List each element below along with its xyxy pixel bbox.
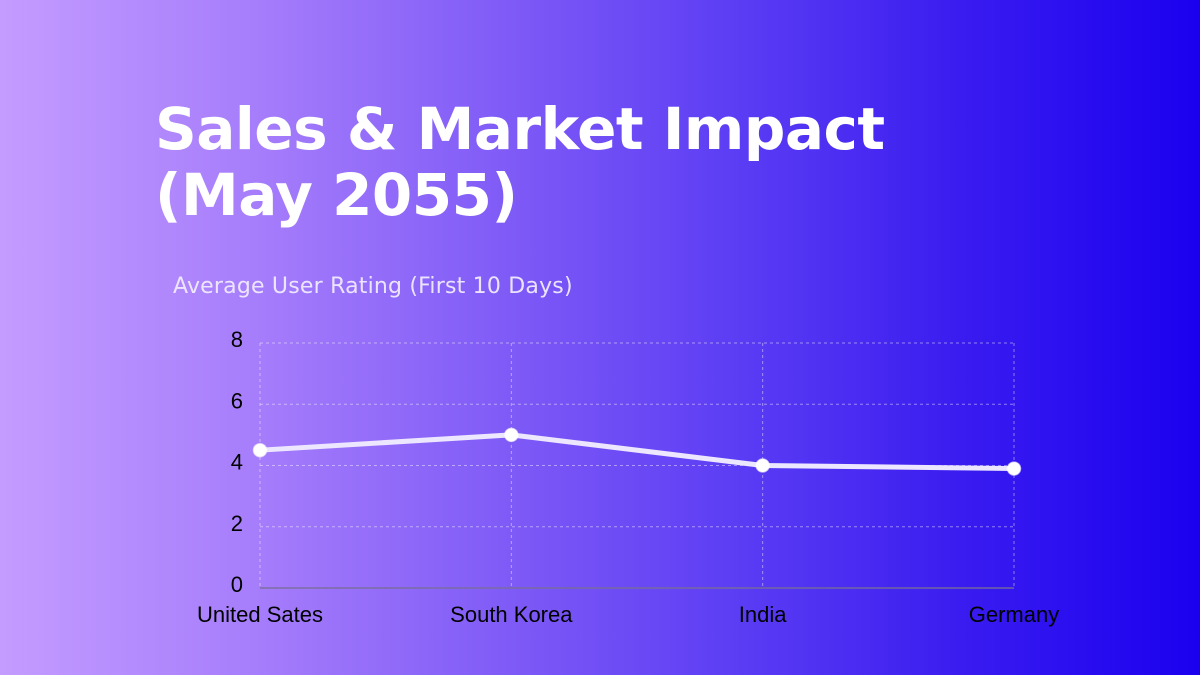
y-axis-ticks: 0 2 4 6 8 <box>231 327 243 597</box>
x-tick-label: United Sates <box>197 602 323 627</box>
series-markers <box>252 427 1022 476</box>
data-point-marker <box>1006 461 1022 476</box>
y-tick-label: 8 <box>231 327 243 352</box>
series-line <box>257 432 1017 472</box>
data-point-marker <box>504 427 519 443</box>
y-tick-label: 2 <box>231 511 243 536</box>
y-tick-label: 6 <box>231 388 243 413</box>
x-tick-label: South Korea <box>450 602 573 627</box>
data-point-marker <box>252 442 268 458</box>
x-tick-label: Germany <box>969 602 1059 627</box>
y-tick-label: 4 <box>231 450 243 475</box>
slide-title-line2: (May 2055) <box>155 161 518 229</box>
slide-title-line1: Sales & Market Impact <box>155 95 885 163</box>
chart-title: Average User Rating (First 10 Days) <box>173 274 573 299</box>
x-tick-label: India <box>739 602 787 627</box>
slide-title: Sales & Market Impact (May 2055) <box>155 96 885 228</box>
data-point-marker <box>755 458 770 473</box>
y-tick-label: 0 <box>231 572 243 597</box>
x-axis-ticks: United Sates South Korea India Germany <box>197 602 1059 627</box>
